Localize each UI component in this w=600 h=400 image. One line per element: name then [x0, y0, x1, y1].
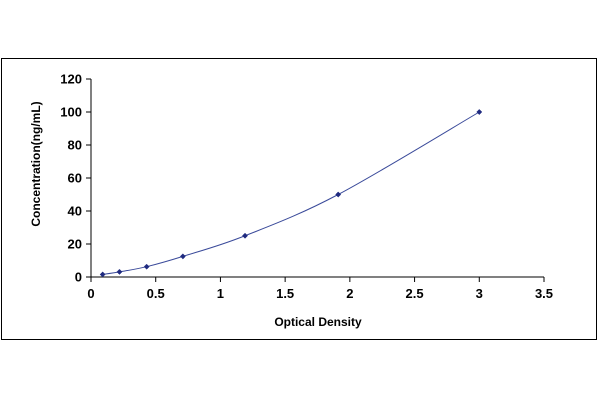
- data-point: [143, 263, 150, 270]
- data-points: [99, 109, 483, 278]
- x-tick-label: 1.5: [276, 286, 294, 301]
- data-point: [99, 271, 106, 278]
- axes: [90, 79, 544, 278]
- y-tick-label: 40: [68, 204, 82, 219]
- x-axis-title: Optical Density: [274, 315, 362, 329]
- data-point: [242, 232, 248, 239]
- x-tick-label: 2.5: [406, 286, 424, 301]
- y-tick-label: 0: [75, 270, 82, 285]
- data-point: [179, 253, 186, 260]
- x-tick-label: 1: [217, 286, 224, 301]
- y-tick-label: 60: [68, 171, 82, 186]
- y-tick-label: 20: [68, 237, 82, 252]
- chart-frame: [1, 58, 597, 340]
- data-point: [476, 109, 483, 115]
- x-ticks: 0 0.5 1 1.5 2 2.5 3 3.5: [87, 277, 553, 301]
- x-tick-label: 3: [476, 286, 483, 301]
- data-point: [335, 191, 342, 198]
- y-ticks: 0 20 40 60 80 100 120: [60, 72, 91, 285]
- data-point: [116, 268, 123, 275]
- y-tick-label: 100: [60, 105, 82, 120]
- x-tick-label: 0.5: [147, 286, 165, 301]
- y-tick-label: 80: [68, 138, 82, 153]
- y-axis-title: Concentration(ng/mL): [29, 101, 43, 226]
- x-tick-label: 3.5: [535, 286, 553, 301]
- x-tick-label: 2: [346, 286, 353, 301]
- x-tick-label: 0: [87, 286, 94, 301]
- fit-curve: [102, 111, 480, 275]
- y-tick-label: 120: [60, 72, 82, 87]
